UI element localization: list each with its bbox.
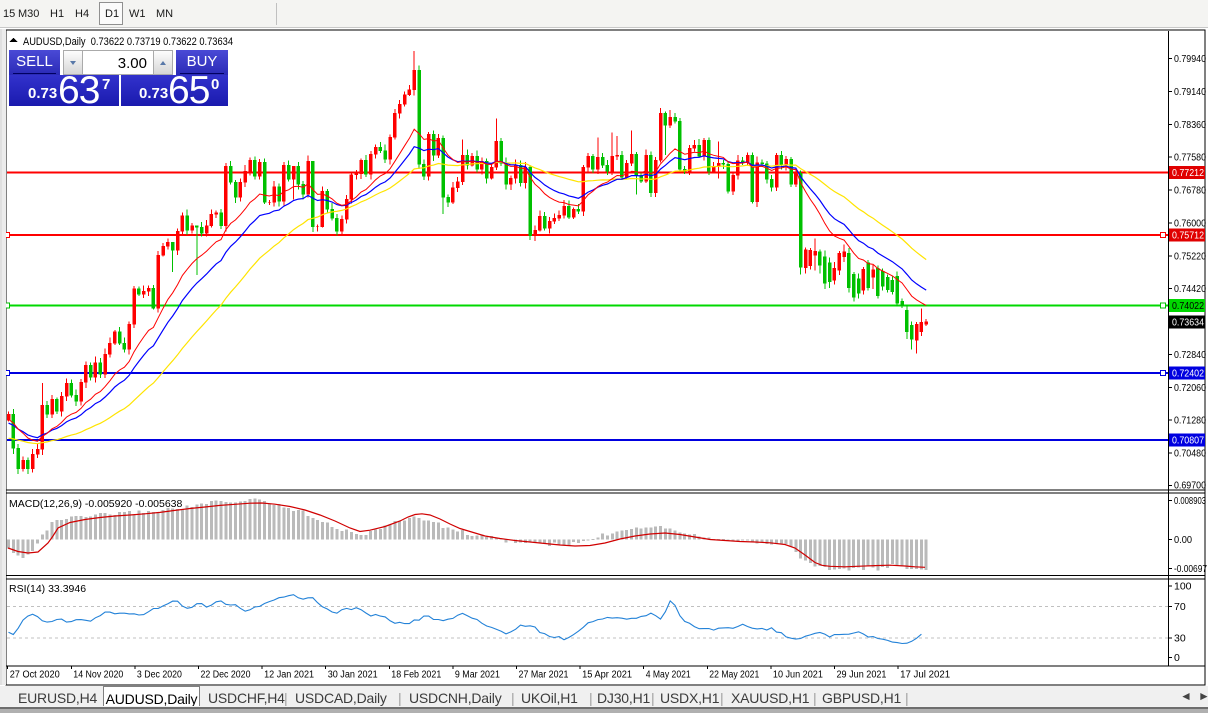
svg-text:MACD(12,26,9) -0.005920 -0.005: MACD(12,26,9) -0.005920 -0.005638 xyxy=(9,498,183,510)
svg-text:12 Jan 2021: 12 Jan 2021 xyxy=(264,670,314,681)
svg-text:27 Mar 2021: 27 Mar 2021 xyxy=(519,670,569,681)
svg-text:0.79940: 0.79940 xyxy=(1174,53,1206,65)
svg-text:15 Apr 2021: 15 Apr 2021 xyxy=(582,670,632,681)
svg-text:0.72402: 0.72402 xyxy=(1172,368,1204,380)
svg-text:3 Dec 2020: 3 Dec 2020 xyxy=(137,670,182,681)
svg-text:14 Nov 2020: 14 Nov 2020 xyxy=(73,670,123,681)
svg-text:30: 30 xyxy=(1174,633,1186,645)
svg-text:0.73634: 0.73634 xyxy=(1172,316,1204,328)
svg-text:22 May 2021: 22 May 2021 xyxy=(709,670,759,681)
svg-text:AUDUSD,Daily 0.73622 0.73719: AUDUSD,Daily 0.73622 0.73719 0.73622 0.7… xyxy=(23,36,233,48)
svg-text:0.74022: 0.74022 xyxy=(1172,300,1204,312)
svg-text:18 Feb 2021: 18 Feb 2021 xyxy=(391,670,441,681)
svg-text:0.69700: 0.69700 xyxy=(1174,480,1206,492)
svg-text:0.76000: 0.76000 xyxy=(1174,218,1206,230)
svg-text:0.70807: 0.70807 xyxy=(1172,434,1204,446)
svg-text:0.72060: 0.72060 xyxy=(1174,382,1206,394)
svg-text:17 Jul 2021: 17 Jul 2021 xyxy=(900,670,950,681)
svg-text:30 Jan 2021: 30 Jan 2021 xyxy=(328,670,378,681)
svg-text:RSI(14) 33.3946: RSI(14) 33.3946 xyxy=(9,583,86,595)
svg-text:27 Oct 2020: 27 Oct 2020 xyxy=(10,670,60,681)
svg-text:100: 100 xyxy=(1174,580,1192,592)
svg-text:0.71280: 0.71280 xyxy=(1174,415,1206,427)
svg-text:0.77212: 0.77212 xyxy=(1172,167,1204,179)
svg-text:0.008903: 0.008903 xyxy=(1174,495,1206,507)
svg-text:0: 0 xyxy=(1174,652,1180,664)
svg-text:0.00: 0.00 xyxy=(1174,534,1192,546)
svg-text:10 Jun 2021: 10 Jun 2021 xyxy=(773,670,823,681)
svg-text:22 Dec 2020: 22 Dec 2020 xyxy=(201,670,251,681)
svg-text:0.74420: 0.74420 xyxy=(1174,283,1206,295)
svg-text:0.75220: 0.75220 xyxy=(1174,250,1206,262)
svg-text:0.72840: 0.72840 xyxy=(1174,349,1206,361)
svg-text:4 May 2021: 4 May 2021 xyxy=(646,670,691,681)
svg-text:0.76780: 0.76780 xyxy=(1174,185,1206,197)
svg-text:0.70480: 0.70480 xyxy=(1174,448,1206,460)
svg-text:0.79140: 0.79140 xyxy=(1174,86,1206,98)
svg-text:0.78360: 0.78360 xyxy=(1174,119,1206,131)
svg-text:0.75712: 0.75712 xyxy=(1172,230,1204,242)
svg-text:-0.00697: -0.00697 xyxy=(1174,563,1207,575)
svg-text:70: 70 xyxy=(1174,601,1186,613)
svg-text:9 Mar 2021: 9 Mar 2021 xyxy=(455,670,500,681)
svg-text:29 Jun 2021: 29 Jun 2021 xyxy=(837,670,887,681)
svg-text:0.77580: 0.77580 xyxy=(1174,152,1206,164)
